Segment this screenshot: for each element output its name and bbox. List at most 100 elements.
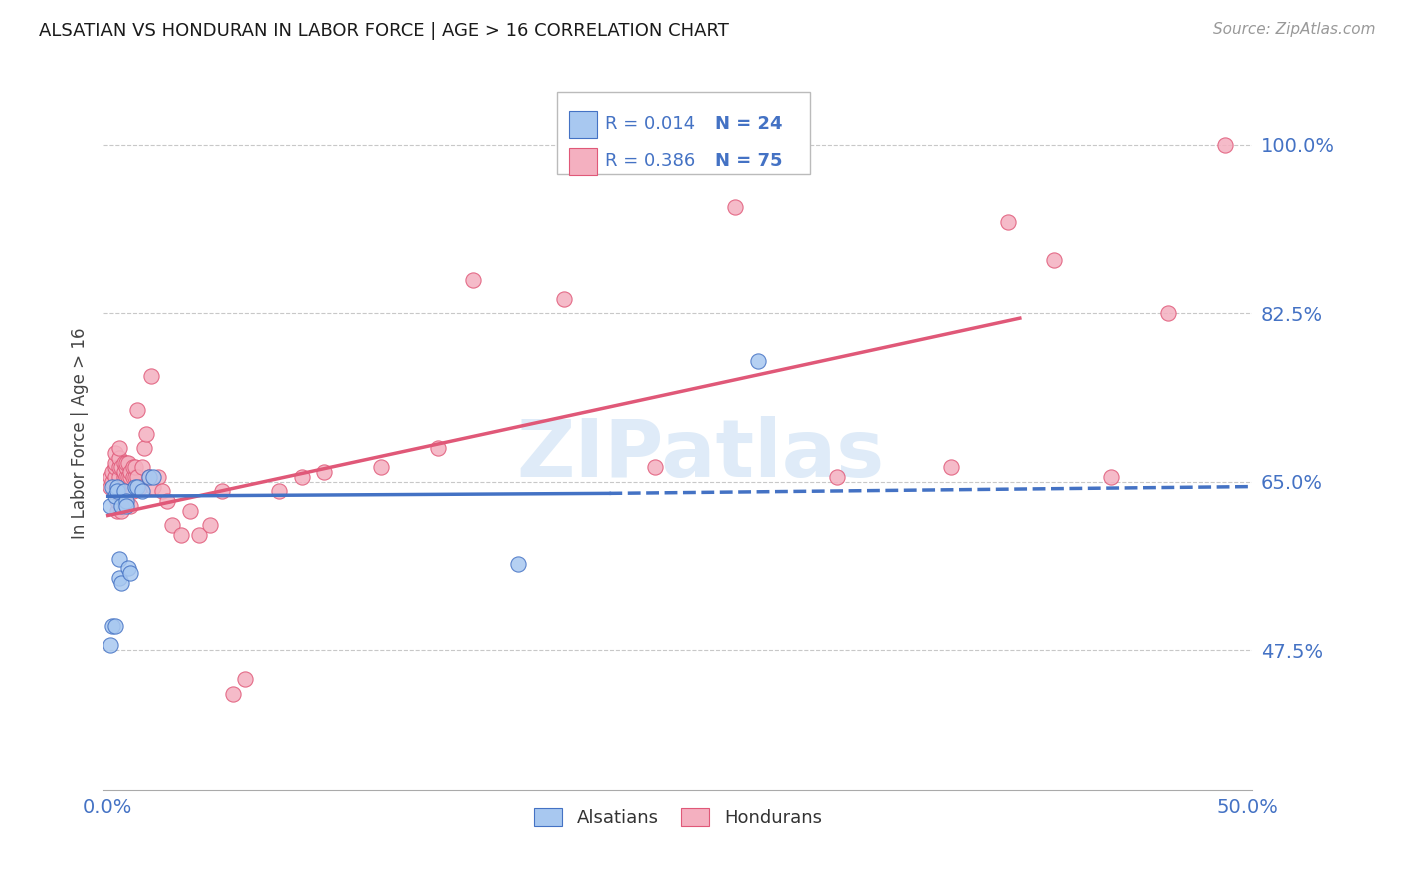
Point xyxy=(108,470,131,484)
Point xyxy=(110,504,132,518)
Point xyxy=(222,687,245,701)
Point xyxy=(101,475,124,489)
Point xyxy=(101,619,124,633)
Point xyxy=(98,499,121,513)
Point xyxy=(127,470,149,484)
Point xyxy=(105,494,128,508)
Point xyxy=(98,639,121,653)
Bar xyxy=(568,111,598,138)
Point xyxy=(370,460,392,475)
Point xyxy=(124,460,146,475)
Point xyxy=(941,460,963,475)
Point xyxy=(747,354,769,368)
Text: N = 24: N = 24 xyxy=(714,115,782,134)
Point xyxy=(112,470,135,484)
Text: Source: ZipAtlas.com: Source: ZipAtlas.com xyxy=(1212,22,1375,37)
Point xyxy=(117,456,139,470)
Point xyxy=(267,484,290,499)
Point xyxy=(120,499,142,513)
Point xyxy=(115,494,138,508)
Point xyxy=(131,484,153,499)
Point xyxy=(115,460,138,475)
Point xyxy=(127,480,149,494)
Point xyxy=(152,484,174,499)
Text: R = 0.014: R = 0.014 xyxy=(606,115,696,134)
Point xyxy=(1099,470,1122,484)
Point xyxy=(110,489,132,503)
Point xyxy=(108,450,131,465)
Point xyxy=(98,470,121,484)
Point xyxy=(827,470,849,484)
Point xyxy=(138,470,160,484)
Point xyxy=(997,215,1019,229)
Point xyxy=(103,619,125,633)
Point xyxy=(101,465,124,479)
Point xyxy=(105,480,128,494)
Point xyxy=(103,446,125,460)
Point xyxy=(124,480,146,494)
Point xyxy=(290,470,312,484)
Point xyxy=(110,460,132,475)
Point xyxy=(117,470,139,484)
Point xyxy=(112,465,135,479)
Text: N = 75: N = 75 xyxy=(714,153,782,170)
Point xyxy=(179,504,201,518)
Bar xyxy=(557,92,810,174)
Point xyxy=(156,494,179,508)
Point xyxy=(142,480,165,494)
Point xyxy=(553,292,575,306)
Bar xyxy=(568,148,598,175)
Point xyxy=(146,470,169,484)
Point xyxy=(98,480,121,494)
Point xyxy=(103,456,125,470)
Point xyxy=(115,456,138,470)
Text: ALSATIAN VS HONDURAN IN LABOR FORCE | AGE > 16 CORRELATION CHART: ALSATIAN VS HONDURAN IN LABOR FORCE | AG… xyxy=(39,22,730,40)
Point xyxy=(644,460,666,475)
Text: R = 0.386: R = 0.386 xyxy=(606,153,696,170)
Point xyxy=(461,272,484,286)
Point xyxy=(135,426,157,441)
Point xyxy=(508,557,530,571)
Point xyxy=(120,566,142,581)
Point xyxy=(124,470,146,484)
Point xyxy=(105,480,128,494)
Point xyxy=(115,470,138,484)
Point xyxy=(1213,137,1236,152)
Point xyxy=(138,470,160,484)
Point xyxy=(121,470,143,484)
Point xyxy=(115,499,138,513)
Point xyxy=(1157,306,1180,320)
Point xyxy=(169,528,191,542)
Point xyxy=(120,484,142,499)
Point xyxy=(115,480,138,494)
Point xyxy=(127,402,149,417)
Point xyxy=(314,465,336,479)
Point xyxy=(211,484,233,499)
Point xyxy=(108,441,131,455)
Point xyxy=(121,460,143,475)
Point xyxy=(120,465,142,479)
Point xyxy=(142,470,165,484)
Point xyxy=(120,470,142,484)
Point xyxy=(139,368,162,383)
Legend: Alsatians, Hondurans: Alsatians, Hondurans xyxy=(526,801,830,834)
Y-axis label: In Labor Force | Age > 16: In Labor Force | Age > 16 xyxy=(72,328,89,540)
Point xyxy=(110,575,132,590)
Point xyxy=(115,489,138,503)
Point xyxy=(108,552,131,566)
Point xyxy=(105,484,128,499)
Point xyxy=(128,480,150,494)
Point xyxy=(108,460,131,475)
Point xyxy=(112,484,135,499)
Point xyxy=(112,480,135,494)
Point xyxy=(427,441,450,455)
Point xyxy=(103,470,125,484)
Point xyxy=(1043,253,1066,268)
Point xyxy=(134,441,156,455)
Point xyxy=(200,518,222,533)
Point xyxy=(108,571,131,585)
Point xyxy=(117,561,139,575)
Point xyxy=(131,460,153,475)
Point xyxy=(121,484,143,499)
Point xyxy=(103,460,125,475)
